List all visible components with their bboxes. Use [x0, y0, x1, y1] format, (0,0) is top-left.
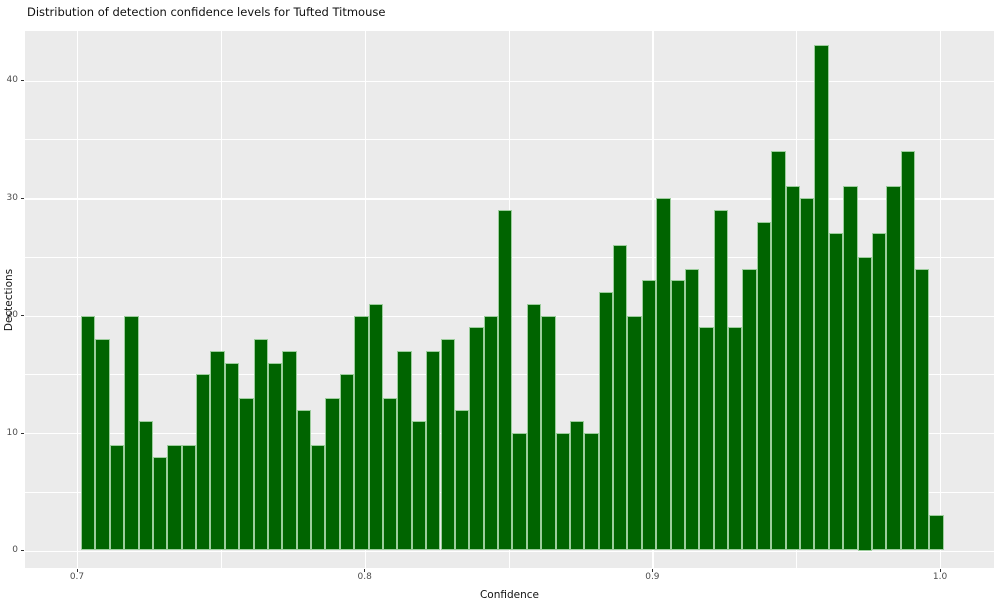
histogram-bar: [613, 245, 628, 551]
x-major-gridline: [364, 31, 367, 568]
histogram-bar: [929, 515, 944, 551]
histogram-bar: [181, 444, 197, 551]
y-major-gridline: [25, 198, 994, 200]
histogram-bar: [440, 339, 455, 551]
histogram-bar: [81, 315, 96, 551]
histogram-bar: [152, 456, 168, 551]
x-tick-mark: [364, 568, 366, 572]
histogram-bar: [598, 292, 614, 551]
histogram-bar: [339, 374, 355, 551]
histogram-bar: [871, 233, 887, 551]
histogram-bar: [541, 315, 556, 551]
histogram-bar: [800, 198, 815, 551]
histogram-bar: [627, 315, 642, 551]
histogram-bar: [167, 444, 182, 551]
y-tick-mark: [20, 80, 24, 82]
x-tick-label: 1.0: [932, 572, 948, 582]
histogram-bar: [512, 433, 527, 551]
histogram-bar: [296, 409, 312, 551]
histogram-bar: [267, 362, 283, 551]
histogram-bar: [670, 280, 685, 551]
histogram-bar: [699, 327, 714, 551]
y-axis-title: Dectections: [3, 268, 15, 332]
y-tick-mark: [20, 315, 24, 317]
y-tick-mark: [20, 197, 24, 199]
y-tick-label: 20: [6, 310, 18, 321]
histogram-bar: [555, 433, 570, 551]
histogram-bar: [454, 409, 470, 551]
histogram-bar: [742, 268, 757, 551]
chart-title: Distribution of detection confidence lev…: [27, 5, 386, 19]
histogram-bar: [224, 362, 240, 551]
histogram-bar: [498, 209, 513, 551]
histogram-bar: [656, 198, 671, 551]
histogram-bar: [196, 374, 211, 551]
y-tick-label: 40: [6, 75, 18, 86]
histogram-bar: [641, 280, 657, 551]
x-tick-mark: [76, 568, 78, 572]
histogram-bar: [426, 350, 441, 551]
histogram-bar: [728, 327, 743, 551]
histogram-bar: [684, 268, 700, 551]
histogram-bar: [886, 186, 901, 551]
histogram-bar: [569, 421, 585, 551]
histogram-bar: [124, 315, 139, 551]
histogram-bar: [469, 327, 484, 551]
histogram-bar: [857, 256, 872, 551]
x-tick-mark: [651, 568, 654, 572]
histogram-bar: [915, 268, 930, 551]
histogram-bar: [282, 350, 297, 551]
y-tick-label: 30: [6, 192, 18, 203]
histogram-bar: [109, 444, 125, 551]
histogram-bar: [756, 221, 772, 551]
histogram-bar: [368, 303, 383, 551]
histogram-bar: [239, 397, 254, 551]
histogram-bar: [411, 421, 427, 551]
plot-panel: [25, 31, 994, 568]
histogram-bar: [584, 433, 599, 551]
y-major-gridline: [25, 550, 994, 552]
x-major-gridline: [77, 31, 79, 568]
y-tick-mark: [20, 550, 24, 552]
x-tick-label: 0.7: [69, 572, 85, 582]
histogram-bar: [483, 315, 498, 551]
histogram-bar: [814, 45, 829, 551]
y-minor-gridline: [25, 139, 994, 141]
histogram-bar: [900, 151, 916, 551]
histogram-bar: [138, 421, 153, 551]
y-tick-label: 0: [12, 545, 18, 555]
histogram-bar: [713, 209, 729, 551]
y-tick-mark: [20, 432, 24, 434]
histogram-bar: [253, 339, 268, 551]
histogram-bar: [325, 397, 340, 551]
histogram-bar: [95, 339, 110, 551]
histogram-bar: [771, 151, 786, 551]
y-tick-label: 10: [6, 427, 18, 438]
x-major-gridline: [940, 31, 942, 568]
histogram-bar: [785, 186, 800, 551]
histogram-bar: [210, 350, 225, 551]
histogram-bar: [526, 303, 542, 551]
x-tick-label: 0.9: [645, 572, 660, 582]
x-axis-title: Confidence: [479, 589, 540, 601]
histogram-bar: [397, 350, 412, 551]
histogram-bar: [354, 315, 369, 551]
histogram-bar: [311, 444, 326, 551]
y-major-gridline: [25, 80, 994, 83]
histogram-bar: [382, 397, 398, 551]
x-minor-gridline: [220, 31, 222, 568]
histogram-bar: [828, 233, 844, 551]
histogram-bar: [843, 186, 858, 551]
x-tick-mark: [939, 568, 941, 572]
x-tick-label: 0.8: [357, 572, 372, 582]
